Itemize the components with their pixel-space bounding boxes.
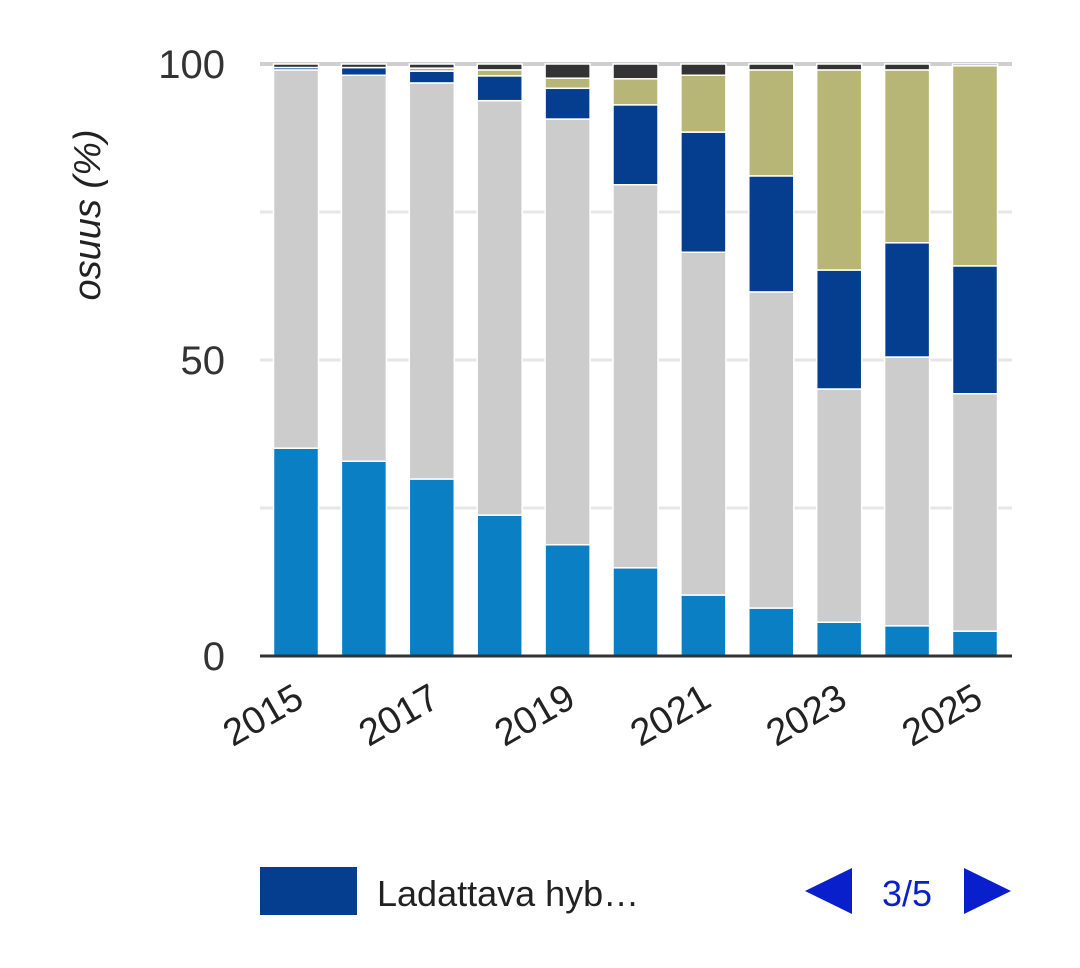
x-tick-label: 2021 [624, 676, 718, 755]
bar-segment-2 [748, 175, 795, 293]
x-tick-label: 2015 [216, 676, 310, 755]
bar-segment-1 [951, 392, 999, 632]
legend-page-indicator: 3/5 [882, 873, 932, 914]
legend-swatch [260, 867, 357, 915]
bar-2021 [680, 63, 727, 657]
x-tick-label: 2025 [895, 676, 989, 755]
bar-segment-1 [476, 99, 523, 516]
bar-segment-2 [476, 75, 523, 102]
bar-segment-2 [408, 70, 456, 84]
bar-segment-1 [815, 388, 863, 624]
bar-segment-4 [476, 63, 523, 71]
bar-segment-0 [408, 478, 456, 657]
bar-segment-4 [544, 63, 591, 79]
bars [272, 63, 999, 657]
bar-segment-4 [612, 63, 659, 80]
bar-2025 [951, 63, 999, 657]
bar-segment-1 [883, 356, 931, 627]
bar-segment-1 [272, 69, 320, 449]
x-tick-label: 2023 [759, 676, 853, 755]
bar-segment-3 [815, 69, 863, 271]
bar-segment-0 [340, 460, 388, 657]
bar-2018 [476, 63, 523, 657]
bar-segment-2 [951, 265, 999, 395]
bar-segment-3 [951, 65, 999, 267]
legend-prev-arrow-icon[interactable] [805, 868, 852, 914]
bar-2023 [815, 63, 863, 657]
bar-segment-3 [476, 69, 523, 77]
x-tick-labels: 2015 2017 2019 2021 2023 2025 [216, 676, 989, 755]
legend-next-arrow-icon[interactable] [964, 868, 1011, 914]
bar-segment-2 [883, 242, 931, 358]
bar-segment-4 [272, 63, 320, 69]
bar-segment-0 [544, 543, 591, 657]
bar-segment-4 [408, 63, 456, 69]
bar-segment-1 [748, 291, 795, 609]
bar-segment-3 [883, 69, 931, 244]
bar-segment-1 [544, 118, 591, 546]
bar-segment-0 [476, 514, 523, 657]
bar-segment-0 [883, 625, 931, 657]
bar-segment-2 [680, 131, 727, 254]
bar-segment-3 [544, 77, 591, 90]
bar-segment-4 [951, 63, 999, 67]
y-tick-label: 50 [181, 339, 226, 383]
x-tick-label: 2019 [488, 676, 582, 755]
bar-segment-2 [612, 104, 659, 186]
legend: Ladattava hyb… 3/5 [260, 867, 1011, 915]
bar-segment-3 [612, 78, 659, 106]
bar-segment-0 [680, 594, 727, 657]
bar-segment-2 [544, 87, 591, 120]
bar-2020 [612, 63, 659, 657]
x-tick-label: 2017 [352, 676, 446, 755]
bar-segment-1 [340, 74, 388, 462]
y-tick-label: 0 [203, 635, 225, 679]
bar-2024 [883, 63, 931, 657]
bar-2015 [272, 63, 320, 657]
bar-segment-0 [815, 621, 863, 657]
bar-segment-3 [748, 69, 795, 177]
y-tick-label: 100 [158, 43, 225, 87]
bar-segment-4 [815, 63, 863, 71]
bar-segment-0 [748, 607, 795, 657]
bar-segment-2 [340, 66, 388, 76]
bar-segment-4 [340, 63, 388, 69]
bar-segment-0 [272, 447, 320, 657]
y-axis-label: osuus (%) [67, 129, 109, 300]
bar-2017 [408, 63, 456, 657]
bar-segment-4 [680, 63, 727, 76]
y-tick-labels: 0 50 100 [158, 43, 225, 679]
bar-segment-3 [680, 74, 727, 133]
bar-2019 [544, 63, 591, 657]
bar-segment-4 [883, 63, 931, 71]
bar-2016 [340, 63, 388, 657]
bar-segment-4 [748, 63, 795, 71]
bar-segment-2 [815, 269, 863, 390]
legend-label[interactable]: Ladattava hyb… [377, 873, 639, 914]
bar-segment-1 [612, 184, 659, 569]
bar-segment-1 [408, 82, 456, 480]
bar-2022 [748, 63, 795, 657]
bar-segment-0 [951, 630, 999, 657]
bar-segment-1 [680, 251, 727, 596]
bar-segment-0 [612, 567, 659, 657]
